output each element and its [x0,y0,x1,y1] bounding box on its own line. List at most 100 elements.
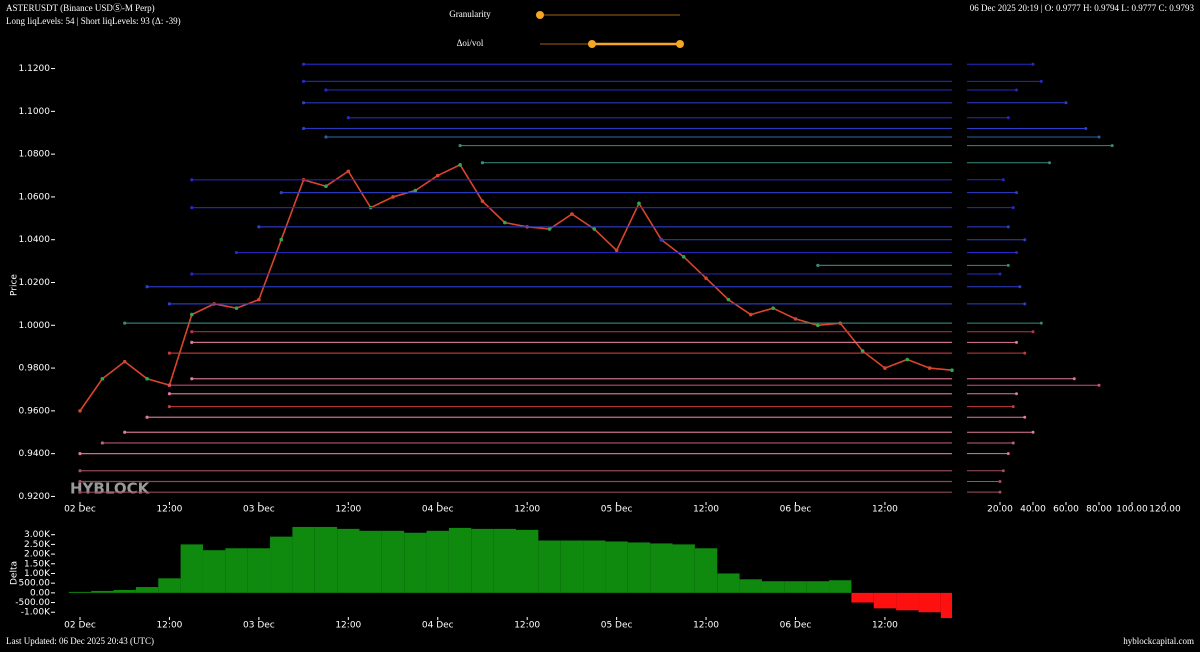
liq-level-start [324,88,328,92]
liq-size-dot [1110,144,1114,148]
liq-size-dot [1072,377,1076,381]
liq-size-dot [1039,79,1043,83]
liq-size-dot [998,272,1002,276]
liq-size-dot [1001,178,1005,182]
x-tick-label: 05 Dec [601,621,633,631]
x-tick-label: 12:00 [156,505,182,515]
liq-level-start [190,178,194,182]
liq-level-start [123,321,127,325]
price-point [346,169,351,174]
liq-level-start [167,392,172,396]
liq-size-dot [1011,206,1015,210]
x-tick-label: 12:00 [872,505,898,515]
delta-bar [270,536,293,593]
price-point [748,312,753,317]
delta-bar [672,544,695,593]
ohlc: 06 Dec 2025 20:19 | O: 0.9777 H: 0.9794 … [970,3,1195,13]
liq-level-start [145,415,149,419]
liq-size-dot [1011,405,1015,409]
price-point [905,357,910,362]
x-tick-label: 80.00 [1086,505,1112,515]
liq-size-dot [1015,340,1018,344]
x-tick-label: 02 Dec [64,505,96,515]
liq-level-start [301,79,306,83]
y-tick-label: 1.0800 [19,150,51,160]
price-point [927,366,932,370]
delta-bar [717,573,740,593]
price-point [413,188,418,193]
delta-bar [225,548,248,593]
delta-bar [538,540,561,593]
price-point [883,366,887,370]
price-point [391,195,395,199]
liq-size-dot [1039,321,1043,325]
liq-size-dot [1015,88,1018,92]
price-point [570,212,574,216]
y-tick-label: 0.9200 [19,492,51,502]
price-point [480,199,485,204]
x-tick-label: 100.00 [1116,505,1148,515]
delta-bar [940,592,952,619]
site: hyblockcapital.com [1123,636,1194,646]
delta-bar [91,590,114,593]
delta-bar [180,544,203,593]
liq-size-dot [1023,302,1027,306]
price-line [79,163,953,412]
liq-level-start [190,377,194,381]
y-tick-label: 1.1000 [19,107,51,117]
y-tick-label: 1.00K [24,569,51,579]
liq-level-start [458,143,462,148]
delta-bar [806,581,830,593]
x-tick-label: 120.00 [1149,505,1181,515]
liq-level-start [167,383,172,387]
x-tick-label: 03 Dec [243,505,275,515]
liq-levels: Long liqLevels: 54 | Short liqLevels: 93… [6,16,181,26]
last-updated: Last Updated: 06 Dec 2025 20:43 (UTC) [6,636,154,646]
liq-size-dot [1006,116,1010,120]
x-tick-label: 04 Dec [422,621,454,631]
liq-level-start [190,206,194,210]
x-tick-label: 03 Dec [243,621,275,631]
granularity-handle[interactable] [536,11,544,19]
price-point [614,248,619,253]
liq-level-start [301,62,306,66]
liq-size-dot [1001,469,1005,473]
x-tick-label: 12:00 [335,621,361,631]
liq-size-dot [1084,126,1088,130]
liq-level-start [167,404,172,409]
oi-vol-label: Δoi/vol [457,38,484,48]
liq-size-dot [1015,251,1018,255]
y-tick-label: 0.9400 [19,449,51,459]
x-tick-label: 12:00 [693,505,719,515]
delta-bar [694,548,718,593]
liq-level-start [301,126,306,131]
delta-bar [873,592,897,609]
watermark: HYBLOCK [70,480,151,498]
price-point [78,409,82,413]
x-tick-label: 12:00 [872,621,898,631]
liq-size-dot [1031,62,1035,66]
liq-size-dot [1031,330,1035,334]
liq-level-start [78,479,82,484]
oi-vol-handle[interactable] [676,40,684,48]
oi-vol-handle[interactable] [588,40,596,48]
liq-level-start [78,452,82,456]
delta-bar [314,526,338,593]
liq-size-dot [1023,415,1027,419]
x-tick-label: 12:00 [514,621,540,631]
x-tick-label: 20.00 [987,505,1013,515]
delta-bar [605,541,628,593]
liq-size-dot [1006,225,1010,229]
x-tick-label: 60.00 [1053,505,1079,515]
delta-bar [829,580,852,593]
delta-bar [784,581,807,593]
liq-level-start [257,225,261,229]
delta-bar [202,550,226,593]
liq-level-start [78,469,82,473]
price-point [189,312,194,317]
delta-bar [851,592,874,603]
delta-bar [761,581,785,593]
y-tick-label: 0.00 [30,588,50,598]
x-tick-label: 05 Dec [601,505,633,515]
